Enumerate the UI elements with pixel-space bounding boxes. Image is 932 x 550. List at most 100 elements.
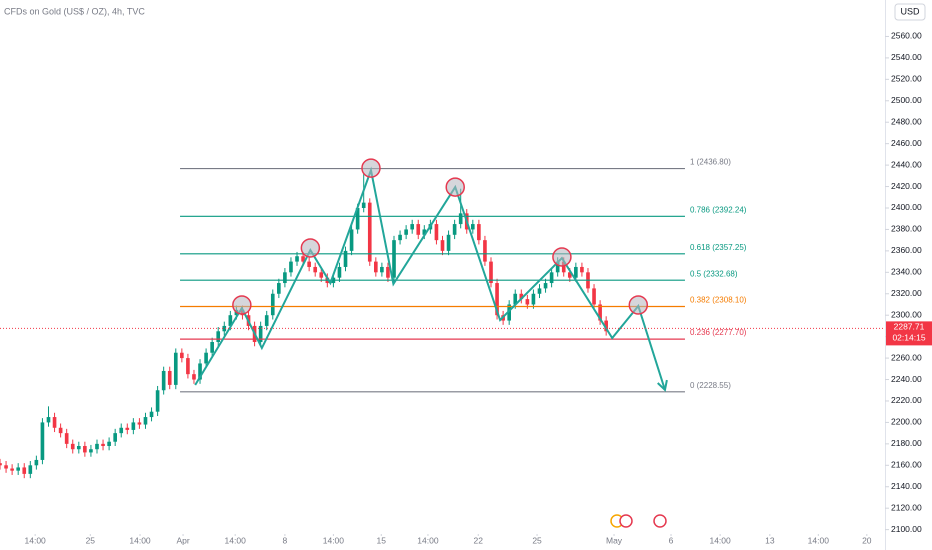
- candle-body: [398, 234, 402, 241]
- candle-body: [204, 352, 208, 364]
- candle-body: [513, 293, 518, 305]
- candle-body: [149, 411, 154, 418]
- candle-body: [567, 272, 572, 278]
- candle-body: [361, 202, 366, 208]
- candle-body: [210, 342, 214, 353]
- candle-body: [228, 315, 233, 326]
- y-tick-label: 2160.00: [891, 460, 922, 470]
- x-tick-label: 14:00: [225, 535, 247, 545]
- candle-body: [313, 266, 318, 273]
- fib-label: 0.618 (2357.25): [690, 243, 747, 252]
- candle-body: [543, 283, 548, 289]
- y-tick-label: 2540.00: [891, 52, 922, 62]
- candle-body: [16, 467, 21, 471]
- x-tick-label: 20: [862, 535, 872, 545]
- candle-body: [483, 240, 487, 262]
- y-tick-label: 2420.00: [891, 181, 922, 191]
- y-tick-label: 2180.00: [891, 438, 922, 448]
- candle-body: [173, 352, 178, 385]
- fib-label: 1 (2436.80): [690, 158, 731, 167]
- last-price-label: 2287.71: [894, 322, 925, 332]
- candle-body: [525, 299, 530, 305]
- candle-body: [46, 417, 51, 423]
- candle-body: [307, 261, 311, 267]
- candle-body: [592, 288, 596, 305]
- candle-body: [604, 320, 608, 332]
- candle-body: [374, 261, 378, 273]
- fib-label: 0 (2228.55): [690, 381, 731, 390]
- last-price-box: [886, 321, 932, 346]
- candle-body: [83, 446, 87, 453]
- candle-body: [416, 224, 421, 235]
- candle-body: [410, 224, 415, 230]
- candle-body: [531, 293, 536, 305]
- highlight-circle: [232, 295, 252, 315]
- y-tick-label: 2380.00: [891, 224, 922, 234]
- candle-body: [40, 422, 45, 460]
- x-tick-label: 13: [765, 535, 775, 545]
- candle-body: [186, 358, 190, 375]
- candle-body: [477, 224, 481, 241]
- candle-body: [598, 304, 602, 321]
- candle-body: [34, 459, 39, 466]
- candle-body: [549, 272, 554, 284]
- candle-body: [270, 293, 275, 316]
- y-tick-label: 2300.00: [891, 309, 922, 319]
- candle-body: [161, 370, 166, 391]
- y-tick-label: 2400.00: [891, 202, 922, 212]
- candle-body: [349, 229, 354, 251]
- y-tick-label: 2520.00: [891, 74, 922, 84]
- candle-body: [89, 449, 93, 453]
- currency-box[interactable]: [894, 3, 926, 21]
- candle-body: [380, 266, 384, 273]
- candle-body: [95, 443, 99, 450]
- candle-body: [392, 240, 396, 278]
- candle-body: [440, 240, 445, 251]
- y-tick-label: 2100.00: [891, 524, 922, 534]
- candle-body: [561, 261, 566, 273]
- candle-body: [458, 213, 463, 225]
- highlight-circle: [552, 247, 572, 267]
- arrow-head: [657, 379, 668, 392]
- x-tick-label: 15: [377, 535, 387, 545]
- candle-body: [337, 266, 342, 278]
- x-tick-label: 25: [86, 535, 96, 545]
- candle-body: [264, 315, 269, 326]
- candle-body: [137, 422, 142, 425]
- candle-body: [258, 325, 263, 343]
- x-tick-label: 8: [283, 535, 288, 545]
- y-tick-label: 2560.00: [891, 31, 922, 41]
- candle-body: [507, 304, 511, 321]
- highlight-circle: [445, 177, 465, 197]
- highlight-circle: [361, 158, 381, 178]
- candle-body: [495, 283, 499, 316]
- candle-body: [131, 422, 136, 430]
- x-tick-label: 14:00: [323, 535, 345, 545]
- y-tick-label: 2360.00: [891, 245, 922, 255]
- candle-body: [452, 224, 457, 235]
- y-tick-label: 2440.00: [891, 159, 922, 169]
- candle-body: [355, 207, 360, 230]
- candle-body: [277, 283, 281, 294]
- candle-body: [367, 202, 372, 262]
- candle-body: [537, 288, 542, 294]
- x-tick-label: 14:00: [808, 535, 830, 545]
- candle-body: [283, 272, 287, 284]
- x-tick-label: 25: [532, 535, 542, 545]
- countdown: 02:14:15: [892, 333, 925, 343]
- candle-body: [295, 256, 299, 262]
- candle-body: [555, 261, 560, 273]
- candle-body: [519, 293, 524, 300]
- fib-label: 0.236 (2277.70): [690, 328, 747, 337]
- candle-body: [343, 250, 348, 267]
- candle-body: [143, 417, 148, 425]
- y-tick-label: 2320.00: [891, 288, 922, 298]
- zigzag-line: [194, 166, 666, 391]
- fib-label: 0.786 (2392.24): [690, 205, 747, 214]
- candle-body: [101, 443, 105, 447]
- y-tick-label: 2500.00: [891, 95, 922, 105]
- candle-body: [580, 266, 584, 273]
- candle-body: [76, 446, 81, 450]
- y-tick-label: 2480.00: [891, 116, 922, 126]
